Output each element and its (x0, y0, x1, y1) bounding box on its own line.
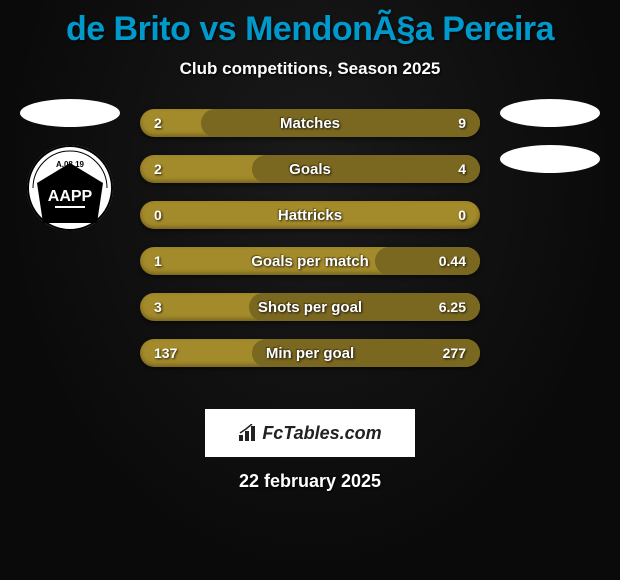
page-title: de Brito vs MendonÃ§a Pereira (0, 0, 620, 49)
stat-value-left: 1 (154, 253, 162, 269)
stat-value-right: 277 (443, 345, 466, 361)
stat-bar: 0 Hattricks 0 (140, 201, 480, 229)
footer-brand-label: FcTables.com (262, 423, 381, 444)
chart-icon (238, 424, 258, 442)
right-player-name-oval (500, 99, 600, 127)
stat-bar-fill-right (252, 155, 480, 183)
stat-value-right: 9 (458, 115, 466, 131)
right-player-column (500, 99, 600, 191)
stat-value-left: 0 (154, 207, 162, 223)
date-text: 22 february 2025 (0, 471, 620, 492)
left-player-column: A.08.19 AAPP (20, 99, 120, 231)
footer-brand-box: FcTables.com (205, 409, 415, 457)
left-club-logo: A.08.19 AAPP (27, 145, 113, 231)
club-badge-icon: A.08.19 AAPP (27, 145, 113, 231)
stat-label: Min per goal (266, 345, 354, 362)
subtitle: Club competitions, Season 2025 (0, 59, 620, 79)
stat-label: Goals per match (251, 253, 369, 270)
stat-bar: 1 Goals per match 0.44 (140, 247, 480, 275)
footer-brand-text: FcTables.com (238, 423, 381, 444)
stat-label: Goals (289, 161, 331, 178)
stat-label: Shots per goal (258, 299, 362, 316)
stat-bar: 2 Goals 4 (140, 155, 480, 183)
left-player-name-oval (20, 99, 120, 127)
stat-value-left: 3 (154, 299, 162, 315)
stat-bar-fill-right (201, 109, 480, 137)
stat-value-right: 0.44 (439, 253, 466, 269)
comparison-panel: A.08.19 AAPP 2Matches92Goals40Hattricks0… (0, 109, 620, 389)
stat-bars: 2 Matches 9 2 Goals 4 0 Hattricks 0 1 Goals per ma… (140, 109, 480, 385)
svg-text:AAPP: AAPP (48, 188, 93, 205)
stat-value-left: 137 (154, 345, 177, 361)
stat-bar: 137 Min per goal 277 (140, 339, 480, 367)
right-club-logo-oval (500, 145, 600, 173)
stat-bar: 3 Shots per goal 6.25 (140, 293, 480, 321)
stat-bar: 2 Matches 9 (140, 109, 480, 137)
stat-label: Hattricks (278, 207, 342, 224)
stat-value-right: 6.25 (439, 299, 466, 315)
stat-value-left: 2 (154, 161, 162, 177)
stat-value-right: 4 (458, 161, 466, 177)
stat-label: Matches (280, 115, 340, 132)
stat-value-left: 2 (154, 115, 162, 131)
stat-value-right: 0 (458, 207, 466, 223)
